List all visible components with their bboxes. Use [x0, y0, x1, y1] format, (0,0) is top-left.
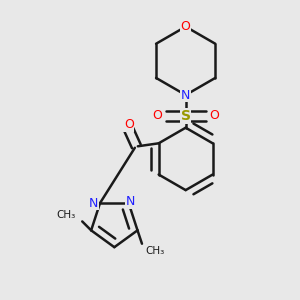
Text: CH₃: CH₃: [146, 246, 165, 256]
Text: O: O: [181, 20, 190, 33]
Text: CH₃: CH₃: [56, 210, 75, 220]
Text: N: N: [125, 195, 135, 208]
Text: S: S: [181, 109, 191, 123]
Text: N: N: [89, 196, 98, 210]
Text: O: O: [210, 109, 219, 122]
Text: O: O: [124, 118, 134, 131]
Text: N: N: [181, 88, 190, 101]
Text: O: O: [152, 109, 162, 122]
